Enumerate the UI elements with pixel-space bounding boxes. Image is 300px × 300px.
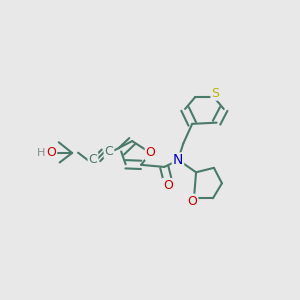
Text: O: O: [46, 146, 56, 160]
Text: S: S: [212, 87, 219, 100]
Text: N: N: [173, 153, 183, 167]
Text: O: O: [163, 179, 173, 192]
Text: O: O: [146, 146, 155, 160]
Text: C: C: [105, 145, 113, 158]
Text: O: O: [188, 195, 197, 208]
Text: C: C: [88, 153, 97, 166]
Text: H: H: [37, 148, 45, 158]
